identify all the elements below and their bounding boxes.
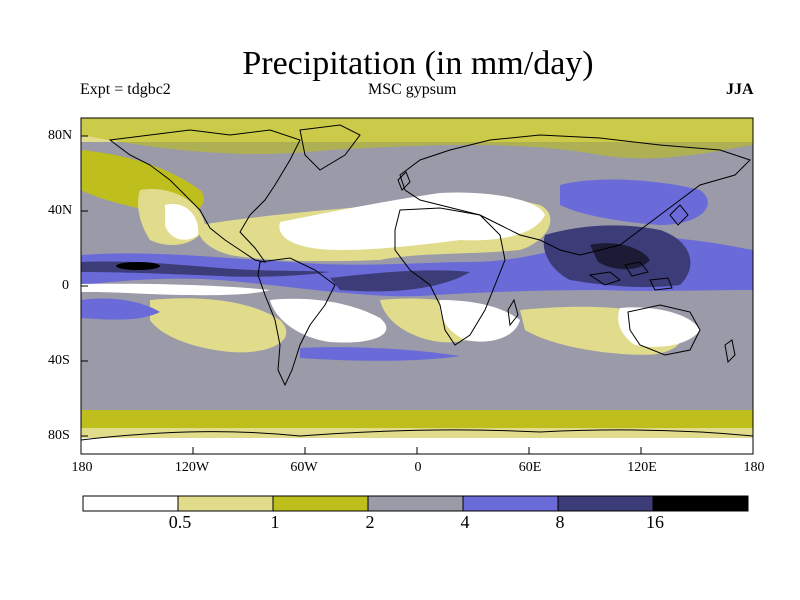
colorbar (82, 495, 749, 512)
lon-label-120e: 120E (627, 460, 657, 475)
coast-madagascar (507, 298, 519, 327)
lon-label-180w: 180 (71, 460, 93, 475)
field-itcz-atlantic (330, 270, 470, 292)
field-arctic-band (81, 118, 753, 159)
field-sahara-atlantic-dry (279, 192, 545, 250)
map-field (81, 118, 753, 454)
colorbar-label-2: 2 (365, 512, 375, 532)
coast-indonesia (588, 261, 673, 291)
colorbar-label-0-5: 0.5 (168, 512, 192, 532)
colorbar-swatch-1 (177, 495, 274, 512)
field-spcz (81, 298, 160, 320)
colorbar-label-16: 16 (646, 512, 664, 532)
coast-antarctica (81, 429, 753, 441)
colorbar-label-1: 1 (270, 512, 280, 532)
coast-japan (669, 204, 689, 226)
season-label: JJA (726, 81, 754, 98)
coast-eurasia (399, 134, 751, 256)
experiment-label: Expt = tdgbc2 (80, 81, 171, 98)
field-max-precip (116, 262, 160, 270)
field-npac-dry (165, 204, 199, 240)
colorbar-swatch-4 (462, 495, 559, 512)
colorbar-swatch-2 (272, 495, 369, 512)
lon-label-180e: 180 (743, 460, 765, 475)
colorbar-label-8: 8 (555, 512, 565, 532)
coast-australia (627, 304, 701, 356)
coast-new-zealand (724, 339, 736, 364)
field-australia-dry (618, 307, 700, 347)
axis-ticks (80, 135, 754, 454)
colorbar-swatch-0 (82, 495, 179, 512)
lat-label-80n: 80N (48, 128, 73, 143)
lat-label-40s: 40S (48, 353, 70, 368)
coast-south-america (257, 257, 336, 387)
coast-north-america (108, 129, 301, 263)
coast-greenland (299, 124, 361, 171)
field-south-america-dry (270, 298, 387, 343)
lon-label-60w: 60W (290, 460, 318, 475)
colorbar-swatch-3 (367, 495, 464, 512)
dataset-label: MSC gypsum (368, 81, 457, 98)
lon-label-60e: 60E (518, 460, 542, 475)
field-south-africa-dry (439, 300, 520, 342)
colorbar-label-4: 4 (460, 512, 470, 532)
colorbar-swatch-5 (557, 495, 654, 512)
coastlines (81, 124, 753, 441)
field-south-atlantic-storm (300, 347, 460, 361)
map-title: Precipitation (in mm/day) (242, 45, 594, 82)
field-antarctic-dry (81, 438, 753, 454)
lat-label-80s: 80S (48, 428, 70, 443)
lat-label-0: 0 (62, 278, 69, 293)
field-south-pacific-light (150, 298, 287, 353)
lat-label-40n: 40N (48, 203, 73, 218)
field-cold-tongue (81, 283, 270, 296)
colorbar-swatch-6 (652, 495, 749, 512)
coast-africa (394, 207, 506, 346)
lon-label-0: 0 (414, 460, 422, 475)
lon-label-120w: 120W (174, 460, 210, 475)
field-southern-storm-track (81, 354, 753, 410)
coast-uk (397, 171, 411, 191)
